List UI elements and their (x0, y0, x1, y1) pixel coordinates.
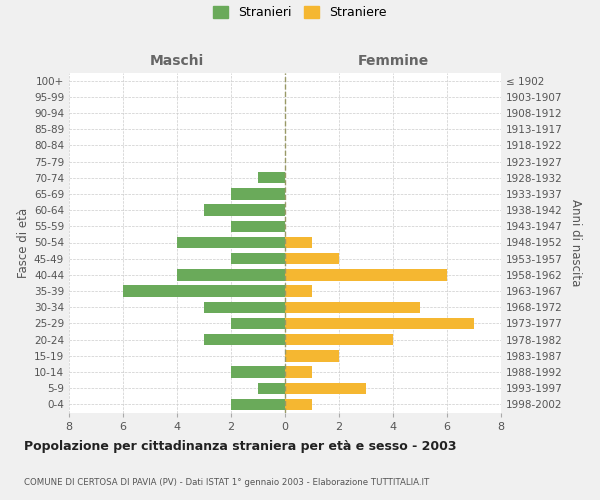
Bar (285, 334, 393, 345)
Bar (285, 398, 312, 410)
Bar (231, 366, 285, 378)
Bar (285, 318, 474, 329)
Bar (285, 286, 312, 296)
Text: COMUNE DI CERTOSA DI PAVIA (PV) - Dati ISTAT 1° gennaio 2003 - Elaborazione TUTT: COMUNE DI CERTOSA DI PAVIA (PV) - Dati I… (24, 478, 429, 487)
Bar (285, 253, 339, 264)
Legend: Stranieri, Straniere: Stranieri, Straniere (213, 6, 387, 19)
Bar (123, 286, 285, 296)
Bar (285, 382, 366, 394)
Bar (285, 366, 312, 378)
Bar (285, 302, 420, 313)
Y-axis label: Fasce di età: Fasce di età (17, 208, 30, 278)
Bar (231, 253, 285, 264)
Bar (204, 204, 285, 216)
Bar (258, 172, 285, 184)
Bar (204, 334, 285, 345)
Bar (204, 302, 285, 313)
Bar (231, 398, 285, 410)
Bar (285, 350, 339, 362)
Bar (285, 237, 312, 248)
Y-axis label: Anni di nascita: Anni di nascita (569, 199, 582, 286)
Bar (231, 318, 285, 329)
Bar (258, 382, 285, 394)
Bar (177, 269, 285, 280)
Bar (231, 188, 285, 200)
Bar (285, 269, 447, 280)
Text: Popolazione per cittadinanza straniera per età e sesso - 2003: Popolazione per cittadinanza straniera p… (24, 440, 457, 453)
Bar (177, 237, 285, 248)
Bar (231, 220, 285, 232)
